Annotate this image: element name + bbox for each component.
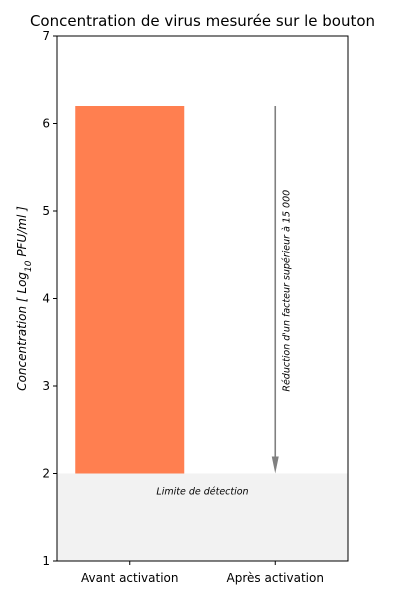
x-tick-label-avant-activation: Avant activation [81, 571, 179, 585]
y-axis-label: Concentration [ Log10 PFU/ml ] [15, 206, 34, 391]
plot-area: Limite de détection Réduction d'un facteu… [42, 29, 349, 585]
detection-limit-band [57, 473, 348, 561]
y-tick-label-6: 6 [42, 117, 50, 131]
y-tick-label-5: 5 [42, 204, 50, 218]
x-tick-label-apres-activation: Après activation [227, 571, 324, 585]
bar-avant-activation [75, 106, 185, 474]
chart-title: Concentration de virus mesurée sur le bo… [30, 12, 375, 30]
y-tick-label-1: 1 [42, 554, 50, 568]
reduction-arrow-head [271, 456, 279, 474]
y-tick-label-3: 3 [42, 379, 50, 393]
y-tick-label-7: 7 [42, 29, 50, 43]
y-tick-label-2: 2 [42, 467, 50, 481]
y-tick-label-4: 4 [42, 292, 50, 306]
reduction-arrow-label: Réduction d'un facteur supérieur à 15 00… [281, 190, 292, 392]
detection-limit-label: Limite de détection [156, 487, 248, 498]
